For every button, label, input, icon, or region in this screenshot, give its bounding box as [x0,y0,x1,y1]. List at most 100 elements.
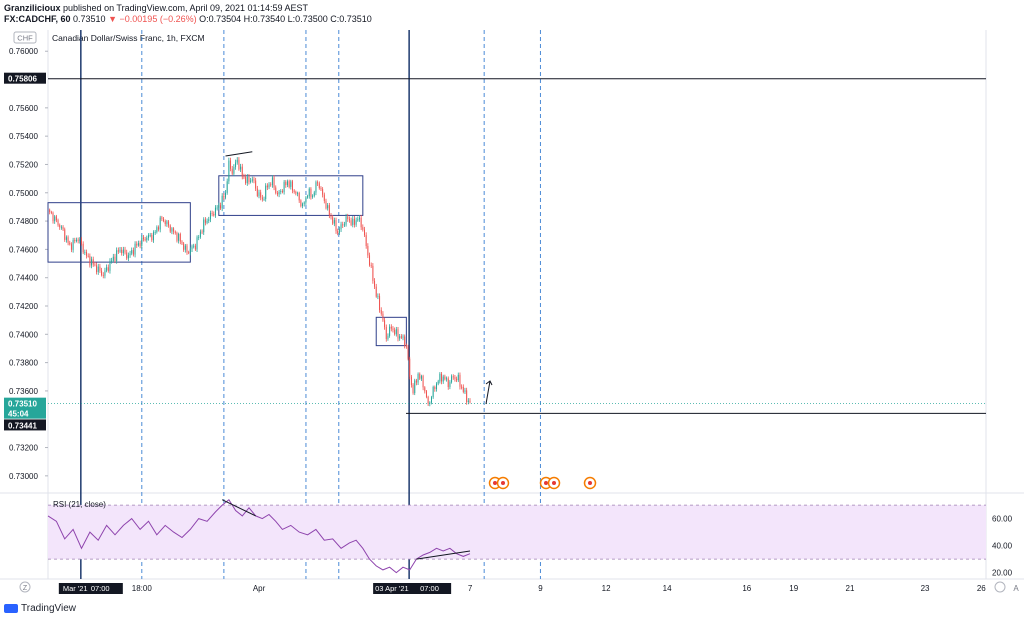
candle-body [382,313,384,321]
x-tick-label: 12 [602,584,611,593]
range-box-3 [375,316,407,347]
candle-body [335,220,337,232]
rsi-tick-label: 20.00 [992,569,1013,578]
candle-body [49,209,51,213]
x-highlight-label: 03 Apr '21 [375,584,409,593]
candle-body [218,205,220,208]
candle-body [420,376,422,379]
x-tick-label: 18:00 [132,584,153,593]
candle-body [280,191,282,192]
y-tick-label: 0.75400 [9,132,38,141]
candle-body [305,197,307,203]
candle-body [412,384,414,394]
candle-body [152,232,155,241]
candle-body [250,180,252,182]
candle-body [240,166,242,170]
candle-body [288,181,290,187]
candle-body [171,228,173,232]
x-tick-label: 7 [468,584,473,593]
zoom-button-icon[interactable] [19,581,31,593]
candle-body [59,225,61,228]
candle-body [379,296,381,310]
settings-gear-icon[interactable] [994,581,1006,593]
publisher-name[interactable]: Granzilicioux [4,3,61,13]
candle-body [395,329,397,335]
candle-body [297,192,299,194]
calendar-event-dot [552,481,556,485]
candle-body [139,243,141,246]
price-change: −0.00195 (−0.26%) [119,14,197,24]
candle-body [151,234,153,241]
candle-body [206,220,208,223]
candle-body [275,187,277,193]
y-tick-label: 0.74200 [9,302,38,311]
y-tick-label: 0.73800 [9,359,38,368]
candle-body [291,181,293,191]
range-box-1 [47,202,191,263]
x-highlight-bg [58,583,123,594]
candle-body [338,229,340,234]
candle-body [392,328,394,330]
candle-body [362,227,364,230]
candle-body [422,376,424,388]
candle-body [121,249,123,254]
candle-body [308,188,310,197]
candle-body [89,256,91,266]
candle-body [196,237,198,250]
publish-line: Granzilicioux published on TradingView.c… [4,3,308,13]
candle-body [168,221,170,226]
y-tick-label: 0.74400 [9,274,38,283]
candle-body [260,192,262,198]
candle-body [102,274,104,276]
candle-body [323,194,325,201]
x-highlight-bg [373,583,452,594]
candle-body [310,188,312,197]
candle-body [204,219,206,223]
candle-body [436,383,438,390]
candle-body [459,374,461,387]
candle-body [255,180,257,189]
symbol-line: FX:CADCHF, 60 0.73510 ▼ −0.00195 (−0.26%… [4,14,372,24]
candle-body [74,239,76,242]
candle-body [55,216,57,221]
candle-body [107,267,109,271]
candle-body [387,335,389,339]
candle-body [353,218,355,225]
candle-body [367,246,369,256]
candle-body [300,200,302,207]
tradingview-logo-icon [4,603,18,613]
candle-body [137,243,139,246]
candle-body [134,243,136,255]
candle-body [365,235,367,247]
bar-countdown-label: 45:04 [8,410,29,419]
rsi-line [47,498,471,574]
candle-body [186,245,188,253]
candle-body [112,256,114,261]
candle-body [469,400,471,403]
auto-scale-toggle: A [1013,584,1019,593]
candle-body [64,229,66,240]
candle-body [456,378,458,381]
tradingview-footer[interactable]: TradingView [4,603,76,614]
candle-body [358,217,360,220]
candle-body [94,264,96,266]
candle-body [233,166,235,174]
candle-body [451,376,453,383]
candle-body [159,217,161,230]
candle-body [246,176,248,184]
candle-body [437,381,439,384]
calendar-event-dot [544,481,548,485]
candle-body [352,218,354,225]
candle-body [114,256,116,261]
candle-body [303,202,305,204]
candle-body [149,234,151,236]
candle-body [253,179,255,181]
candle-body [345,216,347,225]
candle-body [104,270,106,276]
range-box-2 [218,175,364,216]
candle-body [109,261,111,271]
candle-body [330,215,332,218]
candle-body [99,266,101,271]
candle-body [333,220,335,224]
